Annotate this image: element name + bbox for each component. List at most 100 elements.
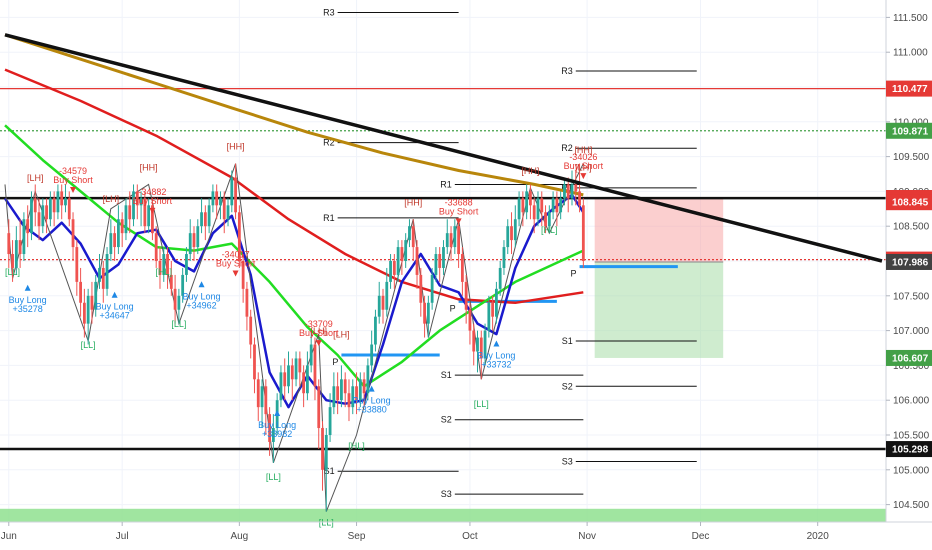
candle-body [343, 379, 347, 394]
candle-body [294, 358, 298, 380]
swing-label: [HL] [348, 441, 365, 451]
candle-body [517, 198, 521, 220]
candle-body [460, 254, 464, 282]
candle-body [86, 295, 90, 324]
candle-layer [7, 163, 585, 512]
signal-sublabel: Buy Short [216, 259, 256, 269]
candle-body [237, 212, 241, 261]
candle-body [559, 198, 563, 213]
candle-body [408, 226, 411, 241]
swing-label: [HH] [140, 163, 158, 173]
signal-label: -34017 [222, 250, 250, 260]
candle-body [113, 233, 117, 248]
signal-sublabel: Buy Short [53, 175, 93, 185]
candle-body [529, 191, 532, 206]
candle-body [392, 261, 396, 275]
swing-label: [LL] [81, 340, 96, 350]
pivot-layer: R3R2R1S1R1S1S2S3R3R2R1S1S2S3PPP [323, 8, 697, 499]
pivot-level-label: S2 [562, 381, 573, 391]
sell-arrow-icon [580, 173, 587, 180]
candle-body [358, 379, 362, 401]
sell-arrow-icon [455, 218, 462, 225]
candle-body [385, 281, 389, 310]
candle-body [532, 205, 536, 220]
zone-layer [0, 198, 886, 522]
candle-body [340, 379, 343, 401]
grid-layer [0, 0, 886, 522]
signal-label: -34882 [138, 187, 166, 197]
candle-body [563, 184, 566, 199]
price-badge [886, 194, 932, 211]
pivot-level-label: S2 [441, 415, 452, 425]
candle-body [374, 316, 377, 345]
price-badge-label: 109.871 [892, 126, 929, 137]
candle-body [336, 386, 340, 401]
candle-body [547, 212, 551, 227]
price-badge [886, 349, 932, 366]
candle-body [283, 372, 287, 387]
candle-body [551, 198, 555, 213]
candle-body [540, 198, 544, 213]
candle-body [324, 435, 328, 470]
candle-body [570, 184, 574, 199]
candle-body [90, 295, 94, 310]
buy-arrow-icon [24, 284, 31, 291]
candle-body [109, 233, 113, 255]
pivot-level-label: R3 [323, 8, 335, 18]
signal-sublabel: +33982 [262, 429, 292, 439]
price-badge-label: 105.298 [892, 445, 929, 456]
candle-body [82, 302, 86, 324]
candle-body [98, 267, 101, 282]
candle-body [423, 302, 426, 324]
candle-body [211, 191, 215, 206]
candle-body [181, 274, 185, 296]
horizontal-level-layer [0, 88, 886, 451]
y-tick-label: 106.500 [893, 361, 930, 372]
swing-label: [LH] [310, 326, 327, 336]
candle-body [442, 247, 445, 268]
signal-sublabel: +33880 [357, 405, 387, 415]
price-badge [886, 441, 932, 458]
candle-body [169, 274, 173, 289]
signal-label: Buy Long [477, 350, 515, 360]
moving-average-line [4, 33, 584, 197]
candle-body [321, 428, 324, 470]
signal-label: -34579 [59, 166, 87, 176]
pivot-point-label: P [450, 303, 456, 313]
candle-body [135, 191, 139, 206]
candle-body [166, 254, 169, 275]
candle-body [264, 386, 268, 415]
pivot-level-label: S1 [324, 466, 335, 476]
take-profit-zone [594, 261, 724, 358]
candle-body [30, 198, 33, 234]
signal-sublabel: Buy Short [299, 328, 339, 338]
candle-body [94, 281, 98, 310]
signal-sublabel: Buy Short [133, 196, 173, 206]
candle-body [234, 177, 237, 213]
swing-label: [LL] [171, 319, 186, 329]
support-zone [0, 508, 886, 522]
x-tick-label: Jun [1, 531, 17, 542]
swing-label: [HH] [404, 197, 422, 207]
candle-body [298, 358, 302, 373]
candle-body [271, 428, 275, 442]
candle-body [370, 344, 374, 366]
buy-arrow-icon [493, 340, 500, 347]
candle-body [117, 219, 120, 248]
candle-body [464, 281, 468, 310]
pivot-level-label: R1 [440, 179, 452, 189]
candle-body [37, 212, 41, 227]
signal-label: -33688 [445, 197, 473, 207]
candle-body [389, 261, 392, 282]
candle-body [60, 191, 64, 206]
candle-body [287, 365, 290, 387]
candle-body [574, 184, 578, 192]
candle-body [328, 407, 332, 435]
y-tick-label: 109.500 [893, 152, 930, 163]
candle-body [332, 386, 336, 408]
trendline-layer [4, 33, 883, 263]
candle-body [52, 198, 56, 213]
stop-loss-zone [594, 198, 724, 262]
candle-body [578, 191, 581, 206]
